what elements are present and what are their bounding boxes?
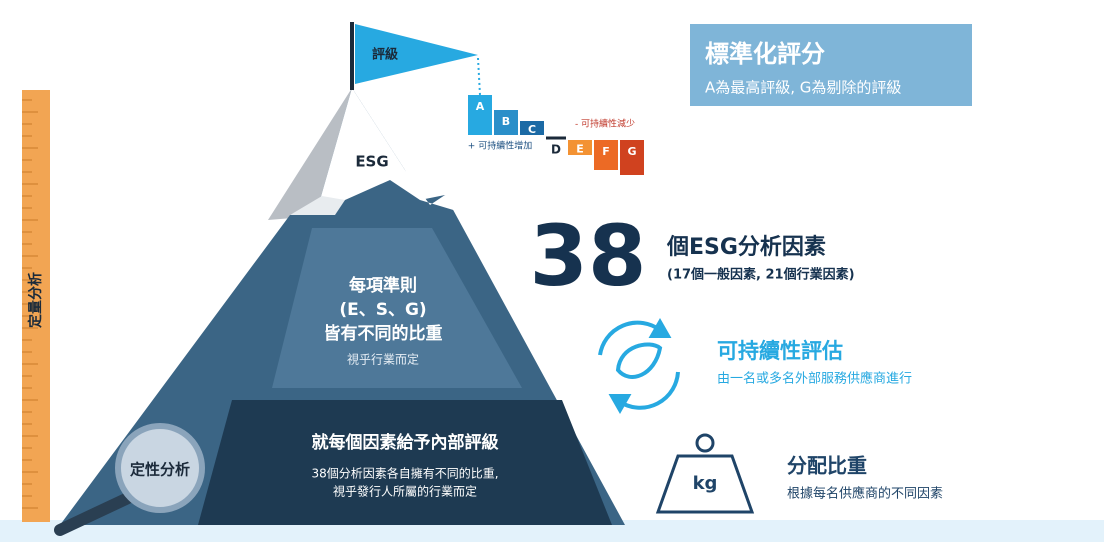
quantitative-label: 定量分析 bbox=[27, 272, 44, 328]
factors-number: 38 bbox=[530, 207, 647, 305]
rating-letter: B bbox=[502, 115, 510, 128]
weighting-subtitle: 根據每名供應商的不同因素 bbox=[787, 486, 943, 502]
mountain bbox=[60, 88, 625, 525]
standard-title: 標準化評分 bbox=[705, 40, 825, 68]
rating-letter: A bbox=[476, 100, 485, 113]
upper-line: (E、S、G) bbox=[339, 300, 426, 320]
rating-box bbox=[568, 140, 592, 155]
rating-letter: G bbox=[627, 145, 636, 158]
flag bbox=[350, 22, 481, 96]
cycle-icon bbox=[598, 317, 680, 415]
bottom-band bbox=[0, 520, 1104, 542]
qualitative-label: 定性分析 bbox=[130, 461, 190, 479]
upper-line: 皆有不同的比重 bbox=[324, 323, 443, 344]
assessment-subtitle: 由一名或多名外部服務供應商進行 bbox=[717, 371, 912, 387]
rating-box bbox=[594, 140, 618, 170]
rating-letter: E bbox=[576, 143, 584, 156]
weighting-title: 分配比重 bbox=[787, 454, 867, 478]
upper-note: 視乎行業而定 bbox=[347, 352, 419, 367]
rating-box bbox=[620, 140, 644, 175]
magnifier bbox=[54, 423, 205, 536]
kg-label: kg bbox=[693, 473, 718, 494]
decrease-label: - 可持續性減少 bbox=[575, 118, 635, 130]
upper-line: 每項準則 bbox=[349, 275, 417, 296]
ruler bbox=[22, 90, 50, 522]
assessment-title: 可持續性評估 bbox=[717, 339, 843, 363]
standard-box bbox=[690, 24, 972, 106]
factors-title: 個ESG分析因素 bbox=[666, 234, 826, 260]
rating-box bbox=[494, 110, 518, 135]
lower-title: 就每個因素給予內部評級 bbox=[312, 432, 499, 453]
flag-label: 評級 bbox=[372, 47, 398, 63]
lower-line: 38個分析因素各自擁有不同的比重, bbox=[311, 466, 498, 481]
rating-letter: D bbox=[551, 143, 561, 157]
factors-subtitle: (17個一般因素, 21個行業因素) bbox=[667, 267, 855, 283]
rating-letter: F bbox=[602, 145, 610, 158]
standard-subtitle: A為最高評級, G為剔除的評級 bbox=[705, 79, 901, 97]
kg-icon bbox=[655, 433, 755, 514]
peak-label: ESG bbox=[355, 153, 388, 171]
lower-line: 視乎發行人所屬的行業而定 bbox=[333, 484, 477, 499]
increase-label: + 可持續性增加 bbox=[468, 140, 532, 152]
rating-box bbox=[520, 121, 544, 135]
rating-box bbox=[468, 95, 492, 135]
rating-letter: C bbox=[528, 123, 536, 136]
rating-scale: A B C D E F G bbox=[468, 95, 644, 175]
